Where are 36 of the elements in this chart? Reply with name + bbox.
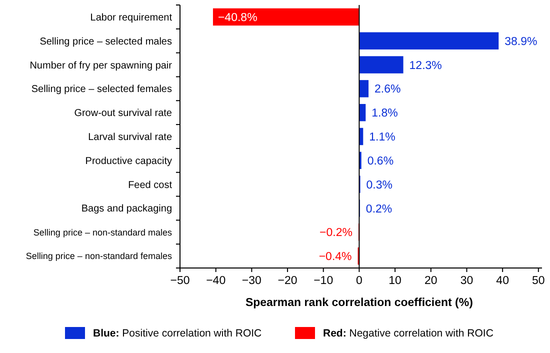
y-tick-label: Grow-out survival rate — [74, 108, 172, 120]
y-tick-label: Labor requirement — [90, 12, 172, 24]
legend-label: Blue: Positive correlation with ROIC — [93, 328, 262, 340]
y-tick-label: Selling price – selected females — [31, 84, 172, 96]
data-label: 2.6% — [374, 84, 401, 96]
x-tick-label: −10 — [314, 275, 334, 287]
x-tick-label: 10 — [388, 275, 402, 287]
x-tick-label: −50 — [170, 275, 190, 287]
x-tick-label: 50 — [532, 275, 545, 287]
y-tick-label: Productive capacity — [85, 156, 172, 167]
x-tick-label: 0 — [356, 275, 362, 287]
data-label: −40.8% — [218, 12, 258, 24]
data-label: 12.3% — [409, 60, 442, 72]
y-tick-label: Selling price – selected males — [40, 36, 172, 48]
y-tick-label: Bags and packaging — [81, 204, 172, 215]
data-label: 0.3% — [366, 179, 392, 192]
y-tick-label: Number of fry per spawning pair — [30, 60, 173, 72]
x-tick-label: 30 — [460, 275, 474, 287]
x-tick-label: −20 — [278, 275, 298, 287]
y-tick-label: Feed cost — [128, 180, 172, 191]
data-label: 38.9% — [504, 36, 538, 48]
data-label: 1.8% — [372, 108, 398, 120]
x-axis-title: Spearman rank correlation coefficient (%) — [245, 297, 474, 309]
y-tick-label: Selling price – non-standard females — [26, 251, 172, 262]
data-label: −0.2% — [320, 227, 352, 240]
data-label: −0.4% — [318, 251, 352, 264]
data-label: 0.6% — [367, 155, 394, 168]
x-tick-label: 40 — [496, 275, 509, 287]
x-tick-label: −30 — [242, 275, 262, 287]
y-tick-label: Larval survival rate — [88, 132, 172, 143]
x-tick-label: −40 — [206, 275, 226, 287]
data-label: 0.2% — [366, 203, 392, 216]
legend-label: Red: Negative correlation with ROIC — [323, 328, 494, 340]
x-tick-label: 20 — [424, 275, 438, 287]
data-label: 1.1% — [369, 132, 396, 144]
y-tick-label: Selling price – non-standard males — [33, 227, 172, 238]
